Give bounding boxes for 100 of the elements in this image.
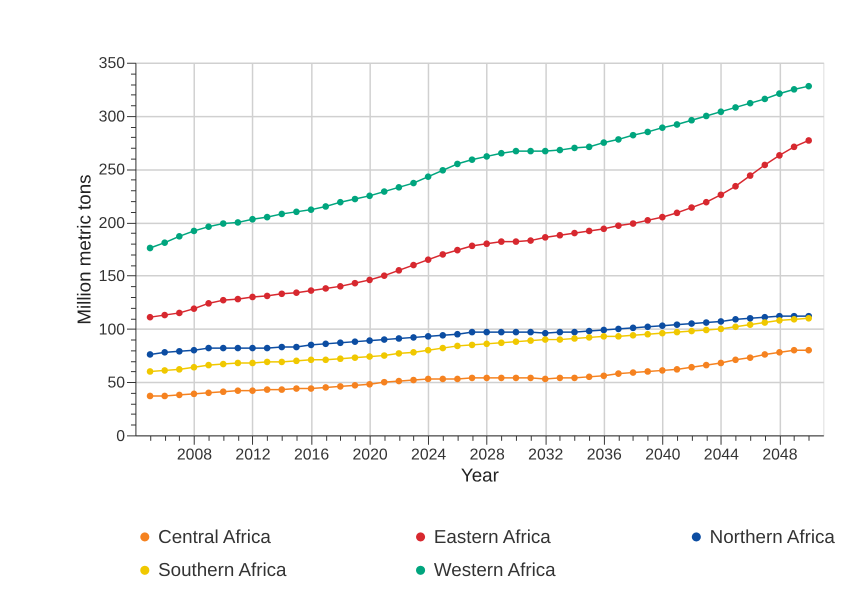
point (600, 326, 608, 334)
point (732, 316, 739, 323)
point (746, 354, 754, 361)
x-tick-label: 2012 (235, 446, 271, 464)
y-tick-label: 150 (98, 268, 126, 286)
point (146, 368, 154, 375)
point (512, 328, 520, 336)
point (308, 356, 314, 364)
point (542, 336, 549, 343)
point (308, 206, 314, 213)
point (483, 374, 490, 382)
point (264, 214, 270, 220)
point (702, 198, 710, 206)
point (659, 367, 666, 374)
x-tick-label: 2044 (704, 446, 740, 464)
point (732, 356, 739, 364)
point (308, 342, 314, 348)
point (630, 369, 636, 376)
point (366, 276, 373, 284)
point (249, 387, 256, 394)
point (688, 328, 695, 334)
point (366, 380, 373, 388)
point (146, 314, 154, 321)
point (454, 376, 461, 382)
point (527, 337, 534, 344)
point (630, 220, 636, 227)
point (761, 319, 768, 326)
point (468, 342, 476, 348)
point (293, 344, 300, 350)
point (556, 232, 564, 239)
point (659, 124, 666, 131)
point (761, 162, 768, 168)
point (805, 82, 812, 90)
point (410, 180, 417, 186)
x-tick-label: 2036 (586, 446, 622, 464)
point (146, 392, 154, 400)
point (337, 383, 344, 390)
point (644, 217, 652, 224)
point (380, 352, 388, 359)
point (674, 210, 680, 216)
point (644, 368, 652, 375)
point (615, 370, 622, 377)
point (205, 389, 212, 396)
point (190, 364, 198, 371)
point (278, 290, 286, 298)
point (308, 385, 314, 392)
y-tick-label: 200 (98, 214, 126, 232)
point (732, 323, 739, 330)
point (512, 238, 520, 245)
point (322, 340, 330, 348)
point (278, 386, 286, 393)
y-axis-title: Million metric tons (74, 174, 95, 325)
point (161, 349, 168, 356)
x-tick-label: 2028 (470, 446, 505, 464)
point (718, 191, 724, 198)
point (630, 332, 636, 339)
point (190, 305, 198, 312)
point (439, 376, 446, 382)
point (586, 144, 592, 150)
point (146, 244, 154, 252)
point (718, 360, 724, 366)
point (718, 318, 724, 325)
point (761, 351, 768, 358)
point (234, 296, 242, 302)
point (249, 344, 256, 352)
point (396, 184, 402, 191)
point (805, 346, 812, 354)
point (571, 328, 578, 336)
point (293, 208, 300, 216)
point (630, 324, 636, 332)
point (410, 349, 417, 356)
point (322, 203, 330, 210)
point (146, 351, 154, 358)
point (396, 378, 402, 384)
point (264, 292, 270, 300)
point (498, 339, 505, 346)
point (644, 330, 652, 338)
point (600, 226, 608, 232)
point (718, 326, 724, 332)
point (468, 374, 476, 382)
point (702, 112, 710, 120)
point (615, 136, 622, 143)
point (674, 328, 680, 336)
point (308, 287, 314, 294)
point (556, 146, 564, 154)
point (366, 337, 373, 344)
point (278, 344, 286, 350)
point (176, 232, 183, 240)
point (234, 360, 242, 366)
point (702, 319, 710, 326)
point (688, 204, 695, 211)
point (571, 144, 578, 152)
point (176, 310, 183, 316)
point (688, 116, 695, 124)
point (205, 344, 212, 352)
x-tick-label: 2024 (411, 446, 446, 464)
point (220, 360, 227, 368)
point (454, 246, 461, 254)
point (483, 153, 490, 160)
point (352, 338, 358, 345)
